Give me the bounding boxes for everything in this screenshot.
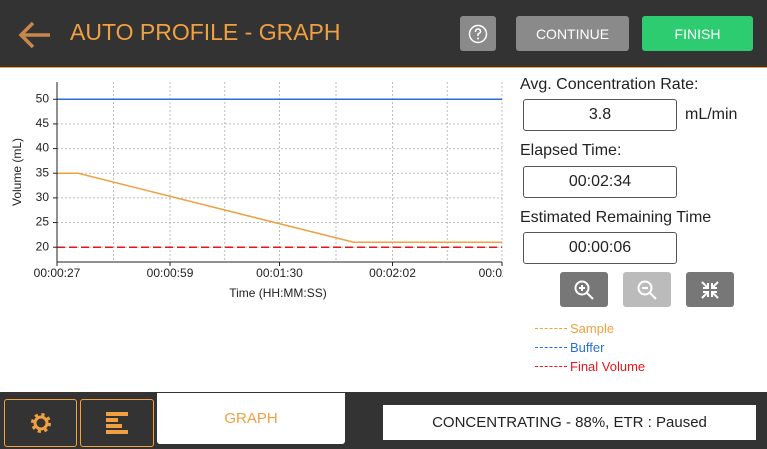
rate-unit: mL/min <box>685 106 738 123</box>
y-tick-label: 40 <box>36 141 50 155</box>
remaining-value: 00:00:06 <box>523 232 677 264</box>
y-tick-label: 50 <box>36 91 50 105</box>
x-tick-label: 00:01:30 <box>256 266 303 280</box>
continue-button[interactable]: CONTINUE <box>516 16 629 51</box>
y-tick-label: 20 <box>36 239 50 253</box>
legend-label: Sample <box>570 321 615 336</box>
legend-entry: Sample <box>535 321 614 336</box>
y-tick-label: 30 <box>36 190 50 204</box>
elapsed-label: Elapsed Time: <box>520 142 622 159</box>
legend-entry: Final Volume <box>535 359 645 374</box>
x-tick-label: 00:00:59 <box>147 266 194 280</box>
legend-swatch <box>535 328 567 329</box>
rate-label: Avg. Concentration Rate: <box>520 76 699 93</box>
x-tick-label: 00:02:33 <box>479 266 512 280</box>
legend-swatch <box>535 366 567 367</box>
settings-button[interactable] <box>4 399 77 447</box>
chart: 20 25 30 35 40 45 50 00:00:27 00:00:59 00:01:30 00… <box>10 82 512 300</box>
x-tick-label: 00:02:02 <box>369 266 416 280</box>
remaining-label: Estimated Remaining Time <box>520 209 712 226</box>
series-line <box>57 172 502 244</box>
finish-button[interactable]: FINISH <box>642 16 753 51</box>
elapsed-value: 00:02:34 <box>523 166 677 198</box>
y-tick-label: 35 <box>36 165 50 179</box>
x-axis-label: Time (HH:MM:SS) <box>229 286 327 300</box>
y-tick-label: 45 <box>36 116 50 130</box>
rate-value: 3.8 <box>523 99 677 131</box>
zoom-out-button[interactable] <box>623 272 671 307</box>
back-button[interactable] <box>18 20 52 50</box>
zoom-in-button[interactable] <box>560 272 608 307</box>
header <box>0 0 767 68</box>
x-tick-label: 00:00:27 <box>34 266 81 280</box>
help-button[interactable] <box>460 16 496 51</box>
y-tick-label: 25 <box>36 215 50 229</box>
legend-label: Final Volume <box>570 359 646 374</box>
page-title: AUTO PROFILE - GRAPH <box>70 19 341 45</box>
reset-zoom-button[interactable] <box>686 272 734 307</box>
status-box: CONCENTRATING - 88%, ETR : Paused <box>383 405 756 440</box>
menu-button[interactable] <box>80 399 154 447</box>
legend-label: Buffer <box>570 340 605 355</box>
legend-swatch <box>535 347 567 348</box>
legend-entry: Buffer <box>535 340 604 355</box>
y-axis-label: Volume (mL) <box>10 138 24 206</box>
graph-tab[interactable]: GRAPH <box>157 393 345 444</box>
